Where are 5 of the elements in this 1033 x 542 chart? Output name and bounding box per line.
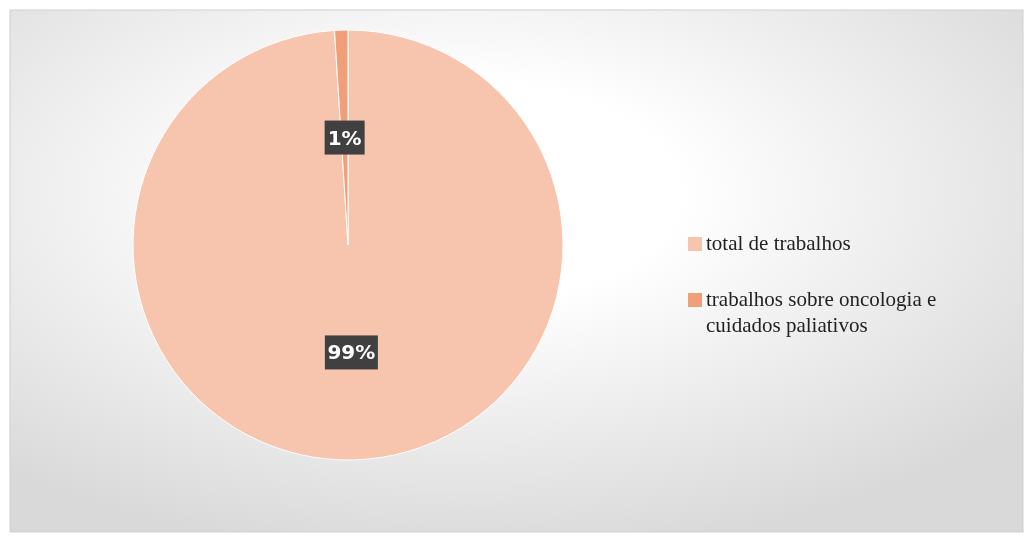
legend-label: trabalhos sobre oncologia e cuidados paliativos	[706, 287, 937, 337]
pie-slice	[132, 29, 564, 461]
data-label: 99%	[327, 340, 376, 365]
data-label: 1%	[327, 125, 362, 150]
slice-label: total de trabalhos	[706, 231, 851, 255]
